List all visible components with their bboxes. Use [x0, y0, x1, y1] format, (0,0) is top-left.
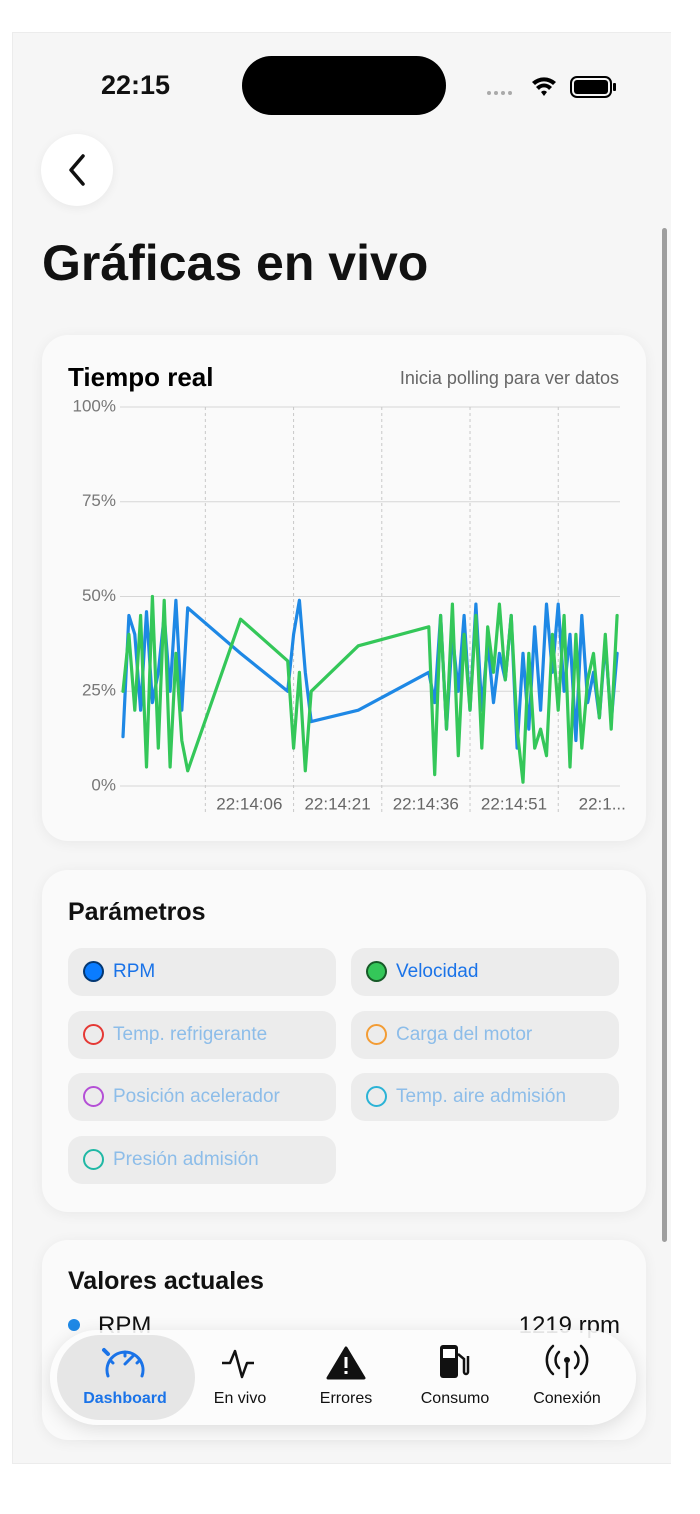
- x-tick-label: 22:14:36: [393, 794, 459, 813]
- series-line: [121, 594, 619, 784]
- parameter-label: Temp. refrigerante: [113, 1023, 268, 1045]
- parameters-card: Parámetros RPM Velocidad Temp. refrigerant…: [42, 870, 646, 1212]
- x-tick-label: 22:1...: [579, 794, 626, 813]
- dynamic-island: [242, 56, 446, 115]
- y-tick-label: 75%: [82, 491, 116, 510]
- tab-label[interactable]: Conexión: [533, 1390, 601, 1407]
- tab-label[interactable]: En vivo: [213, 1390, 267, 1407]
- status-time: 22:15: [101, 70, 171, 100]
- parameter-chip[interactable]: Temp. aire admisión: [351, 1073, 619, 1122]
- parameter-chip[interactable]: Carga del motor: [351, 1010, 619, 1059]
- parameter-label: RPM: [113, 961, 156, 982]
- parameter-label: Presión admisión: [113, 1149, 259, 1171]
- y-tick-label: 0%: [91, 775, 116, 794]
- parameter-dot: [83, 1149, 104, 1171]
- parameter-chip[interactable]: Temp. refrigerante: [68, 1010, 336, 1059]
- x-tick-label: 22:14:51: [481, 794, 547, 813]
- value-dot: [68, 1319, 80, 1331]
- parameter-label: Temp. aire admisión: [396, 1086, 567, 1108]
- parameter-dot: [83, 1023, 104, 1045]
- parameters-title: Parámetros: [68, 898, 206, 926]
- chart-title: Tiempo real: [68, 362, 213, 392]
- chart: Tiempo real Inicia polling para ver dato…: [68, 362, 626, 815]
- parameter-dot: [366, 1023, 387, 1045]
- tab-bar: Dashboard En vivo Errores Consumo Conexi…: [50, 1330, 636, 1425]
- parameter-label: Velocidad: [396, 961, 479, 982]
- parameter-chip[interactable]: Presión admisión: [68, 1136, 336, 1185]
- y-tick-label: 25%: [82, 681, 116, 700]
- y-tick-label: 100%: [73, 396, 116, 415]
- back-button[interactable]: [41, 134, 113, 206]
- status-icons: [487, 76, 616, 98]
- tab-selected-bg: [57, 1335, 195, 1420]
- x-tick-label: 22:14:06: [216, 794, 282, 813]
- parameter-dot: [83, 961, 104, 982]
- parameter-label: Carga del motor: [396, 1023, 533, 1045]
- tab-label[interactable]: Consumo: [420, 1390, 490, 1407]
- parameter-chip[interactable]: Velocidad: [351, 948, 619, 996]
- values-title: Valores actuales: [68, 1267, 264, 1295]
- chart-subtitle: Inicia polling para ver datos: [400, 368, 619, 388]
- parameter-dot: [83, 1086, 104, 1108]
- parameter-dot: [366, 961, 387, 982]
- page-title: Gráficas en vivo: [42, 235, 429, 291]
- parameter-label: Posición acelerador: [113, 1086, 280, 1108]
- parameter-chip[interactable]: Posición acelerador: [68, 1073, 336, 1122]
- parameter-chip[interactable]: RPM: [68, 948, 336, 996]
- back-icon: [69, 154, 85, 186]
- y-tick-label: 50%: [82, 586, 116, 605]
- scrollbar: [662, 228, 667, 1242]
- tab-label[interactable]: Errores: [319, 1390, 373, 1407]
- x-tick-label: 22:14:21: [304, 794, 370, 813]
- tab-icons: [102, 1344, 589, 1380]
- parameter-dot: [366, 1086, 387, 1108]
- tab-label[interactable]: Dashboard: [83, 1390, 167, 1407]
- series-line: [121, 598, 619, 750]
